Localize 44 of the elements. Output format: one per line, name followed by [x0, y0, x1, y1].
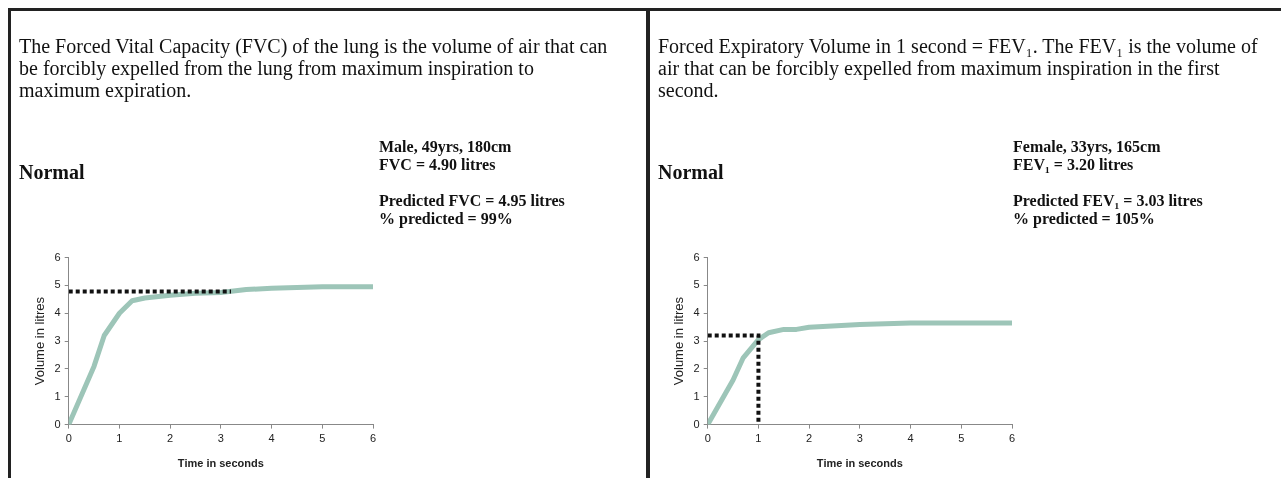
x-tick-label: 1	[116, 432, 123, 445]
x-tick-label: 2	[167, 432, 174, 445]
text: Female, 33yrs, 165cm	[1013, 138, 1162, 156]
y-tick-label: 0	[693, 417, 700, 430]
text: Predicted FVC = 4.95 litres	[379, 192, 565, 210]
x-tick-label: 2	[806, 432, 813, 445]
x-axis-title: Time in seconds	[816, 457, 903, 470]
y-tick-label: 3	[693, 334, 700, 347]
text: Male, 49yrs, 180cm	[379, 138, 513, 156]
x-tick-label: 5	[958, 432, 965, 445]
chart-title: The Forced Vital Capacity (FVC) of the lung is the volume of air that can be forcibly expelled from the lung from maximum inspiration to maximum expiration.	[19, 35, 609, 101]
x-tick-label: 0	[704, 432, 711, 445]
text: Predicted FEV₁ = 3.03 litres	[1013, 192, 1203, 210]
x-tick-label: 5	[319, 432, 326, 445]
y-tick-label: 0	[54, 417, 61, 430]
y-tick-label: 2	[54, 361, 61, 374]
chart-title: Forced Expiratory Volume in 1 second = FEV₁. The FEV₁ is the volume of air that can be forcibly expelled from maximum inspiration in the first second.	[658, 35, 1258, 101]
chart-subtitle: Normal	[658, 161, 724, 184]
y-tick-label: 4	[693, 306, 700, 319]
y-tick-label: 1	[693, 389, 700, 402]
y-tick-label: 3	[54, 334, 61, 347]
y-tick-label: 6	[693, 250, 700, 263]
y-axis-title: Volume in litres	[32, 296, 48, 386]
y-tick-label: 2	[693, 361, 700, 374]
x-tick-label: 3	[856, 432, 863, 445]
x-tick-label: 1	[755, 432, 762, 445]
x-tick-label: 4	[268, 432, 275, 445]
text: FEV₁ = 3.20 litres	[1013, 156, 1135, 174]
x-axis-title: Time in seconds	[177, 457, 264, 470]
y-tick-label: 1	[54, 389, 61, 402]
y-tick-label: 5	[693, 278, 700, 291]
x-tick-label: 6	[1008, 432, 1016, 445]
chart-subtitle: Normal	[19, 161, 85, 184]
text: % predicted = 99%	[379, 210, 514, 228]
y-tick-label: 4	[54, 306, 61, 319]
y-tick-label: 6	[54, 250, 61, 263]
text: % predicted = 105%	[1013, 210, 1156, 228]
x-tick-label: 4	[907, 432, 914, 445]
x-tick-label: 3	[217, 432, 224, 445]
x-tick-label: 0	[65, 432, 72, 445]
x-tick-label: 6	[369, 432, 377, 445]
y-axis-title: Volume in litres	[671, 296, 687, 386]
text: FVC = 4.90 litres	[379, 156, 497, 174]
y-tick-label: 5	[54, 278, 61, 291]
